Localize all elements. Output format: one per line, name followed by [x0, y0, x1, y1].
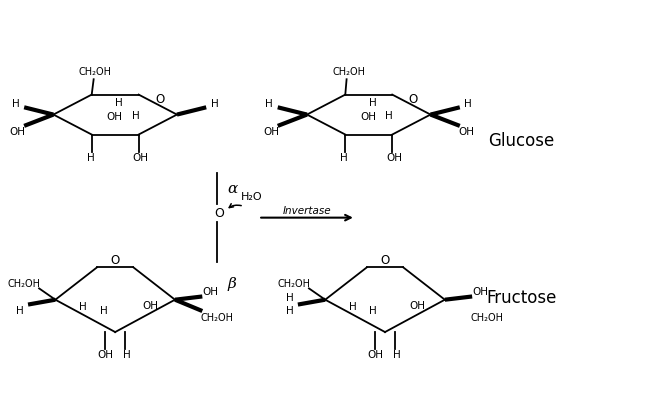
Text: OH: OH	[360, 112, 376, 122]
Text: H: H	[123, 350, 131, 361]
Text: CH₂OH: CH₂OH	[8, 279, 40, 289]
Text: CH₂OH: CH₂OH	[471, 313, 503, 323]
Text: CH₂OH: CH₂OH	[200, 313, 234, 323]
Text: H: H	[385, 111, 393, 120]
Text: OH: OH	[106, 112, 123, 122]
Text: H: H	[349, 302, 357, 312]
Text: α: α	[227, 182, 237, 196]
Text: OH: OH	[409, 301, 426, 311]
Text: O: O	[409, 93, 418, 106]
Text: H: H	[87, 153, 94, 163]
Text: H: H	[265, 99, 273, 109]
Text: Fructose: Fructose	[486, 289, 557, 308]
Text: OH: OH	[10, 127, 25, 136]
Text: OH: OH	[97, 350, 114, 361]
Text: H: H	[79, 302, 87, 312]
Text: H: H	[369, 98, 377, 109]
Text: OH: OH	[458, 127, 474, 136]
Text: Invertase: Invertase	[283, 206, 331, 216]
Text: O: O	[110, 254, 119, 267]
Text: β: β	[228, 277, 236, 291]
Text: O: O	[381, 254, 390, 267]
Text: H: H	[340, 153, 348, 163]
Text: OH: OH	[367, 350, 383, 361]
Text: OH: OH	[133, 153, 149, 163]
Text: H: H	[100, 306, 107, 316]
Text: OH: OH	[263, 127, 279, 136]
Text: H: H	[115, 98, 123, 109]
Text: CH₂OH: CH₂OH	[332, 68, 365, 77]
Text: H: H	[464, 99, 472, 109]
Text: H: H	[285, 306, 293, 316]
Text: OH: OH	[142, 301, 158, 311]
Text: H: H	[12, 99, 20, 109]
Text: OH: OH	[473, 287, 488, 298]
Text: H₂O: H₂O	[241, 193, 263, 202]
Text: OH: OH	[386, 153, 402, 163]
Text: CH₂OH: CH₂OH	[278, 279, 310, 289]
Text: O: O	[214, 207, 224, 220]
Text: H: H	[285, 293, 293, 303]
Text: O: O	[155, 93, 165, 106]
Text: H: H	[211, 99, 219, 109]
Text: Glucose: Glucose	[488, 132, 554, 150]
Text: CH₂OH: CH₂OH	[78, 68, 112, 77]
Text: H: H	[393, 350, 400, 361]
Text: H: H	[16, 306, 24, 316]
Text: H: H	[131, 111, 139, 120]
Text: OH: OH	[203, 287, 219, 298]
Text: H: H	[370, 306, 377, 316]
